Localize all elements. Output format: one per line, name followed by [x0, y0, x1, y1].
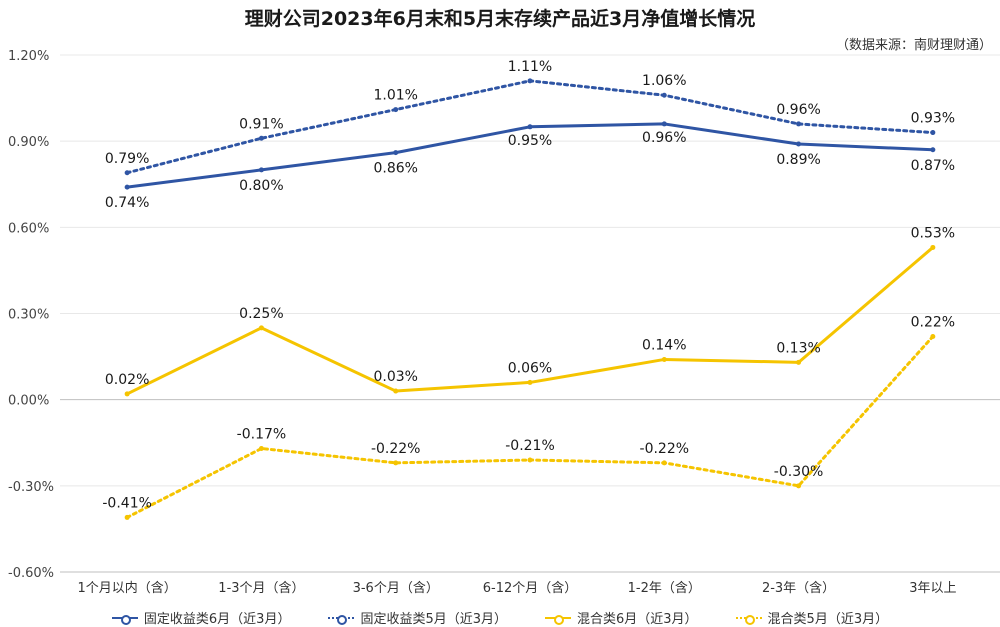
data-label: 1.01% — [373, 88, 417, 104]
data-point — [796, 121, 802, 127]
y-tick-label: 0.00% — [8, 394, 49, 409]
data-label: 0.80% — [239, 178, 283, 194]
data-label: 0.91% — [239, 116, 283, 132]
data-point — [393, 460, 399, 466]
y-tick-label: 1.20% — [8, 49, 49, 64]
data-point — [796, 483, 802, 489]
data-label: 1.06% — [642, 73, 686, 89]
data-label: -0.17% — [237, 426, 287, 442]
data-point — [661, 92, 667, 98]
legend-item: 固定收益类5月（近3月） — [328, 608, 507, 627]
x-tick-label: 1个月以内（含） — [78, 580, 177, 596]
data-point — [661, 356, 667, 362]
data-point — [930, 244, 936, 250]
legend-label: 混合类6月（近3月） — [577, 612, 698, 627]
x-tick-label: 6-12个月（含） — [483, 580, 578, 596]
data-label: 0.89% — [776, 152, 820, 168]
data-point — [393, 388, 399, 394]
data-label: 0.22% — [911, 314, 955, 330]
legend-label: 固定收益类5月（近3月） — [360, 612, 507, 627]
data-point — [661, 121, 667, 127]
data-label: -0.41% — [102, 495, 152, 511]
legend-swatch — [111, 614, 138, 625]
data-point — [124, 391, 130, 397]
data-label: -0.22% — [371, 441, 421, 457]
data-label: 0.03% — [373, 369, 417, 385]
x-tick-label: 3-6个月（含） — [353, 580, 439, 596]
data-label: 0.14% — [642, 337, 686, 353]
data-label: -0.22% — [640, 441, 690, 457]
chart-title: 理财公司2023年6月末和5月末存续产品近3月净值增长情况 — [244, 8, 756, 30]
data-label: 0.87% — [911, 158, 955, 174]
data-label: 0.79% — [105, 151, 149, 167]
chart-legend: 固定收益类6月（近3月） 固定收益类5月（近3月） 混合类6月（近3月） 混合类5月（… — [0, 608, 1000, 627]
data-label: 0.96% — [776, 102, 820, 118]
data-label: 0.96% — [642, 130, 686, 146]
data-point — [124, 514, 130, 520]
data-label: 1.11% — [508, 59, 552, 75]
data-point — [124, 170, 130, 176]
legend-item: 混合类6月（近3月） — [545, 608, 698, 627]
data-label: -0.21% — [505, 438, 555, 454]
data-point — [930, 333, 936, 339]
legend-label: 固定收益类6月（近3月） — [143, 612, 291, 627]
data-point — [930, 130, 936, 136]
data-point — [796, 141, 802, 147]
x-tick-label: 1-2年（含） — [628, 580, 701, 596]
y-tick-label: 0.90% — [8, 135, 49, 150]
y-tick-label: -0.30% — [8, 480, 54, 495]
y-tick-label: -0.60% — [8, 566, 54, 581]
data-label: -0.30% — [774, 464, 824, 480]
data-label: 0.93% — [911, 111, 955, 127]
data-label: 0.53% — [911, 225, 955, 241]
data-label: 0.13% — [776, 340, 820, 356]
data-point — [258, 445, 264, 451]
data-label: 0.06% — [508, 360, 552, 376]
y-tick-label: 0.60% — [8, 221, 49, 236]
data-point — [527, 457, 533, 463]
legend-swatch — [328, 614, 355, 625]
data-point — [258, 325, 264, 331]
data-point — [124, 184, 130, 190]
data-point — [930, 147, 936, 153]
data-label: 0.25% — [239, 306, 283, 322]
data-point — [661, 460, 667, 466]
data-point — [393, 150, 399, 156]
x-tick-label: 3年以上 — [909, 581, 956, 596]
data-point — [258, 135, 264, 141]
legend-item: 混合类5月（近3月） — [735, 608, 889, 627]
data-point — [527, 379, 533, 385]
data-point — [258, 167, 264, 173]
legend-swatch — [735, 614, 762, 625]
data-point — [796, 359, 802, 365]
data-point — [527, 124, 533, 130]
y-tick-label: 0.30% — [8, 308, 49, 323]
data-label: 0.02% — [105, 372, 149, 388]
data-point — [527, 78, 533, 84]
legend-item: 固定收益类6月（近3月） — [111, 608, 291, 627]
x-tick-label: 2-3年（含） — [762, 580, 835, 596]
data-label: 0.74% — [105, 195, 149, 211]
data-label: 0.86% — [373, 161, 417, 177]
data-point — [393, 107, 399, 113]
data-source: （数据来源：南财理财通） — [835, 38, 992, 53]
legend-swatch — [545, 614, 571, 625]
x-tick-label: 1-3个月（含） — [218, 580, 304, 596]
legend-label: 混合类5月（近3月） — [767, 612, 889, 627]
data-label: 0.95% — [508, 133, 552, 149]
